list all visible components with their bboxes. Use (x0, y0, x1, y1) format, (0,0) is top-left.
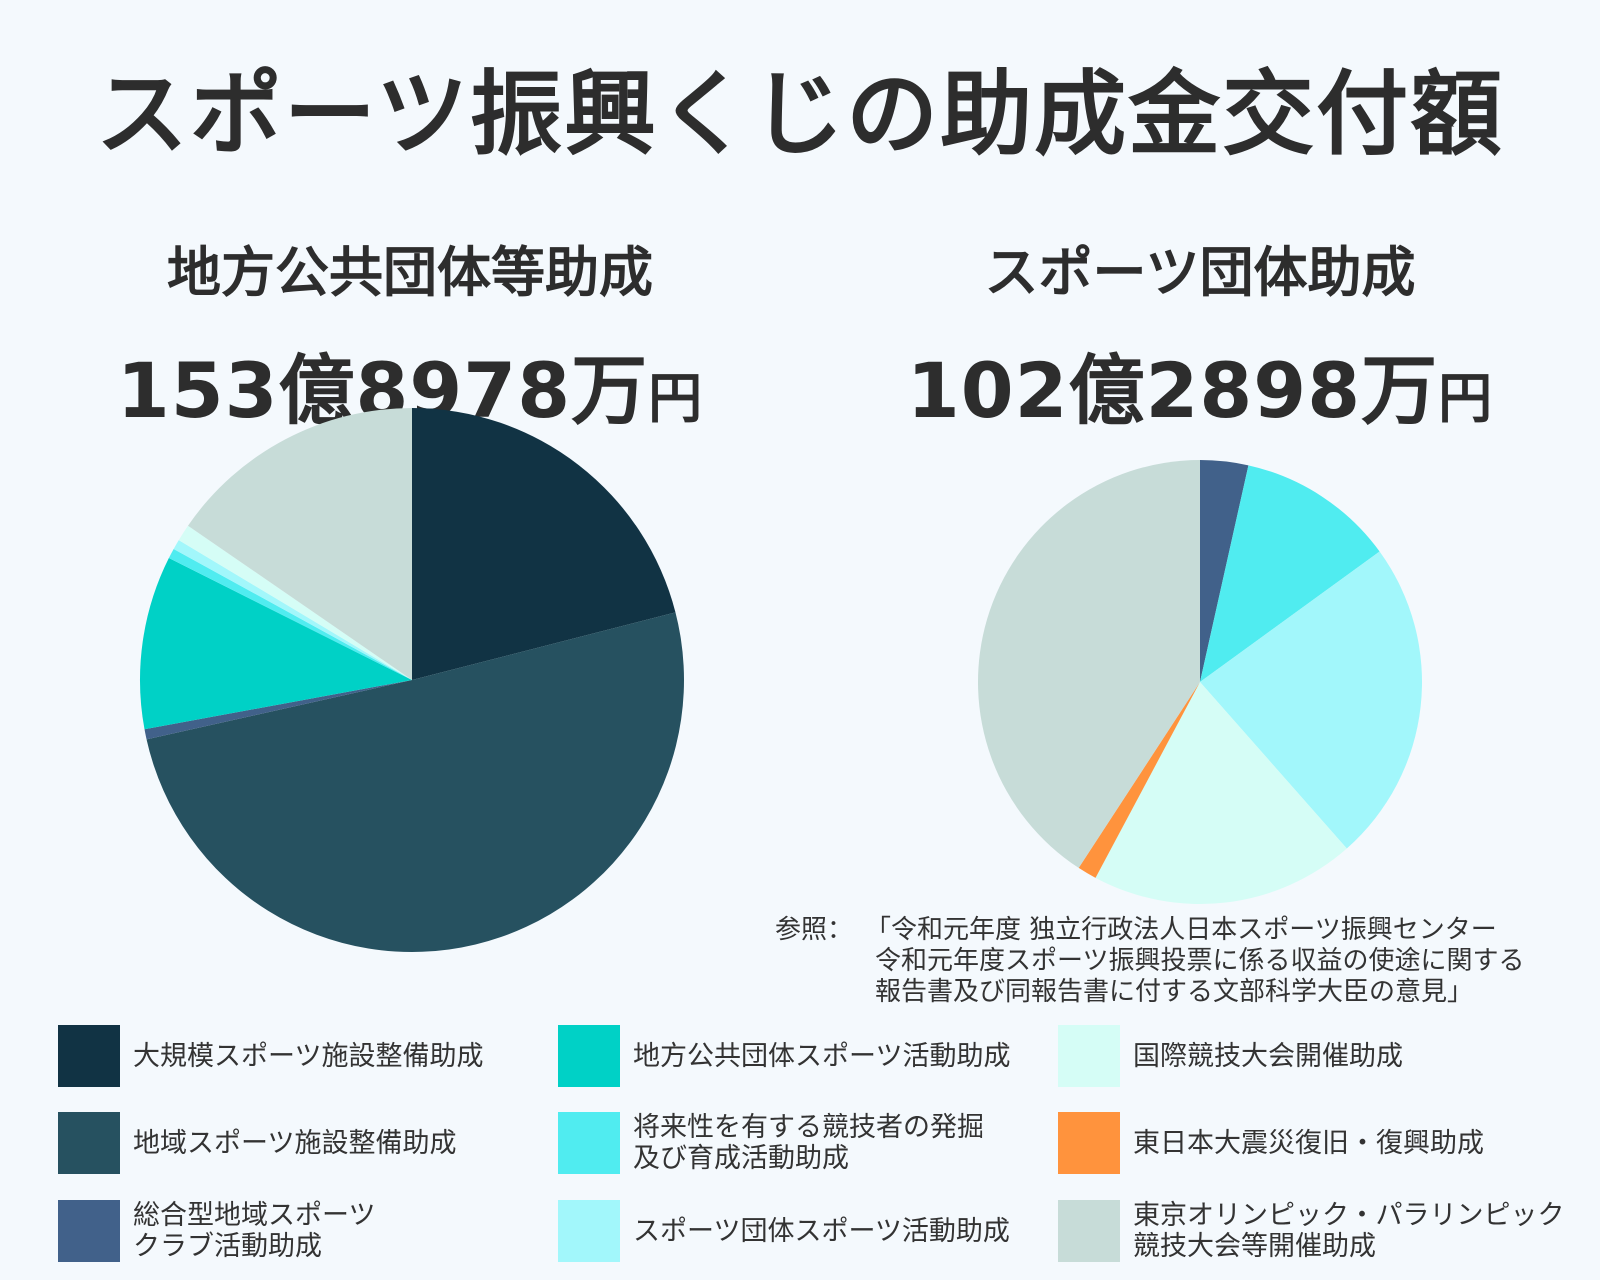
legend-swatch (1058, 1200, 1120, 1262)
legend-swatch (558, 1200, 620, 1262)
legend-item: スポーツ団体スポーツ活動助成 (558, 1200, 1078, 1264)
source-line: 報告書及び同報告書に付する文部科学大臣の意見」 (875, 977, 1474, 1007)
pie-slice (146, 612, 685, 953)
legend-swatch (558, 1112, 620, 1174)
pie-slice (140, 558, 412, 730)
pie-slice (187, 408, 412, 680)
source-label: 参照： (775, 915, 854, 945)
legend-item: 東京オリンピック・パラリンピック 競技大会等開催助成 (1058, 1200, 1578, 1264)
pie-slice (144, 680, 412, 740)
right-chart-title: スポーツ団体助成 (984, 241, 1416, 304)
right-pie (978, 460, 1422, 904)
legend-item: 将来性を有する競技者の発掘 及び育成活動助成 (558, 1112, 1078, 1176)
legend-item: 総合型地域スポーツ クラブ活動助成 (58, 1200, 578, 1264)
legend-label: 総合型地域スポーツ クラブ活動助成 (133, 1200, 376, 1262)
pie-slice (1200, 551, 1422, 849)
left-pie (140, 408, 685, 953)
legend-label: 大規模スポーツ施設整備助成 (133, 1040, 484, 1072)
left-chart-title: 地方公共団体等助成 (167, 241, 653, 304)
legend-swatch (1058, 1025, 1120, 1087)
legend-swatch (1058, 1112, 1120, 1174)
legend-label: 東日本大震災復旧・復興助成 (1133, 1127, 1484, 1159)
pie-slice (1200, 465, 1380, 682)
pie-slice (168, 548, 412, 680)
legend-item: 国際競技大会開催助成 (1058, 1025, 1578, 1089)
pie-slice (1200, 460, 1249, 682)
right-chart-header: スポーツ団体助成 102億2898万円 (900, 228, 1500, 439)
legend-swatch (58, 1112, 120, 1174)
pie-slice (1095, 682, 1347, 904)
legend-item: 東日本大震災復旧・復興助成 (1058, 1112, 1578, 1176)
legend-label: 地域スポーツ施設整備助成 (133, 1127, 457, 1159)
left-chart-header: 地方公共団体等助成 153億8978万円 (110, 228, 710, 439)
right-chart-amount-value: 102億2898万 (906, 346, 1439, 435)
legend-swatch (558, 1025, 620, 1087)
legend-item: 地域スポーツ施設整備助成 (58, 1112, 578, 1176)
legend-swatch (58, 1200, 120, 1262)
legend-label: 東京オリンピック・パラリンピック 競技大会等開催助成 (1133, 1200, 1565, 1262)
pie-slice (178, 525, 412, 680)
legend-label: 将来性を有する競技者の発掘 及び育成活動助成 (633, 1112, 984, 1174)
page-title: スポーツ振興くじの助成金交付額 (95, 61, 1505, 168)
legend-label: スポーツ団体スポーツ活動助成 (633, 1215, 1010, 1247)
source-lines: 「令和元年度 独立行政法人日本スポーツ振興センター 令和元年度スポーツ振興投票に… (865, 915, 1524, 1008)
right-chart-amount-unit: 円 (1438, 367, 1494, 430)
pie-slice (978, 460, 1200, 868)
pie-slice (1078, 682, 1200, 878)
left-chart-amount-unit: 円 (648, 367, 704, 430)
legend-swatch (58, 1025, 120, 1087)
legend-item: 大規模スポーツ施設整備助成 (58, 1025, 578, 1089)
pie-slice (412, 408, 676, 680)
legend-label: 国際競技大会開催助成 (1133, 1040, 1403, 1072)
source-line: 令和元年度スポーツ振興投票に係る収益の使途に関する (875, 946, 1525, 976)
right-chart-amount: 102億2898万円 (900, 329, 1500, 439)
source-line: 「令和元年度 独立行政法人日本スポーツ振興センター (865, 915, 1497, 945)
pie-slice (173, 540, 412, 680)
legend-item: 地方公共団体スポーツ活動助成 (558, 1025, 1078, 1089)
legend-label: 地方公共団体スポーツ活動助成 (633, 1040, 1011, 1072)
